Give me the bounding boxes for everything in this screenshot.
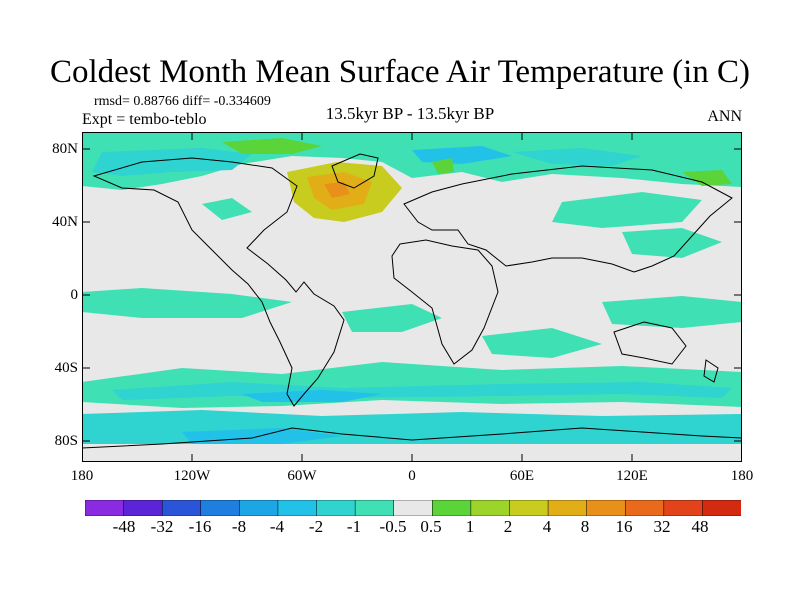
colorbar-label: -0.5 bbox=[379, 517, 407, 536]
colorbar-label: -48 bbox=[112, 517, 136, 536]
lon-tick-label: 180 bbox=[70, 468, 94, 484]
colorbar-swatch bbox=[200, 500, 240, 516]
axis-ticks bbox=[82, 132, 742, 462]
lon-tick-label: 60E bbox=[509, 468, 535, 484]
colorbar-label: 0.5 bbox=[420, 517, 442, 536]
season-label: ANN bbox=[707, 108, 742, 125]
colorbar-swatch bbox=[277, 500, 318, 516]
colorbar-label: -8 bbox=[231, 517, 247, 536]
colorbar-swatch bbox=[239, 500, 279, 516]
colorbar-swatch bbox=[161, 500, 202, 516]
colorbar-label: -32 bbox=[150, 517, 174, 536]
colorbar-label: -2 bbox=[308, 517, 324, 536]
lat-tick-label: 80S bbox=[54, 433, 78, 449]
lon-tick-label: 120W bbox=[173, 468, 211, 484]
colorbar-label: 32 bbox=[653, 517, 671, 536]
colorbar-swatch bbox=[586, 500, 626, 516]
lon-tick-label: 120E bbox=[616, 468, 648, 484]
chart-title: Coldest Month Mean Surface Air Temperatu… bbox=[50, 54, 750, 90]
colorbar-label: 48 bbox=[691, 517, 709, 536]
lat-tick-label: 40S bbox=[54, 360, 78, 376]
colorbar-swatch bbox=[509, 500, 549, 516]
lon-tick-label: 0 bbox=[408, 468, 416, 484]
period-label: 13.5kyr BP - 13.5kyr BP bbox=[325, 104, 495, 123]
colorbar-swatch bbox=[85, 500, 125, 516]
lat-tick-label: 40N bbox=[52, 214, 78, 230]
colorbar-label: 4 bbox=[542, 517, 552, 536]
colorbar-swatch bbox=[432, 500, 472, 516]
experiment-label: Expt = tembo-teblo bbox=[82, 111, 207, 128]
colorbar-label: -16 bbox=[188, 517, 212, 536]
colorbar-swatch bbox=[624, 500, 665, 516]
colorbar-label: 8 bbox=[580, 517, 590, 536]
colorbar-label: -4 bbox=[269, 517, 285, 536]
anomaly-map bbox=[82, 132, 742, 462]
colorbar-label: -1 bbox=[346, 517, 362, 536]
lon-tick-label: 180 bbox=[730, 468, 754, 484]
colorbar-swatch bbox=[123, 500, 163, 516]
colorbar-swatch bbox=[354, 500, 395, 516]
lat-tick-label: 0 bbox=[70, 287, 79, 303]
colorbar-label: 2 bbox=[503, 517, 513, 536]
colorbar-label: 1 bbox=[465, 517, 475, 536]
lon-tick-label: 60W bbox=[287, 468, 317, 484]
colorbar-swatch bbox=[702, 500, 741, 516]
stats-label: rmsd= 0.88766 diff= -0.334609 bbox=[94, 94, 271, 109]
colorbar bbox=[85, 500, 741, 516]
coastlines bbox=[82, 153, 742, 449]
colorbar-swatch bbox=[470, 500, 511, 516]
colorbar-swatch bbox=[663, 500, 703, 516]
colorbar-swatch bbox=[547, 500, 588, 516]
colorbar-swatch bbox=[316, 500, 356, 516]
colorbar-label: 16 bbox=[615, 517, 633, 536]
colorbar-swatch bbox=[393, 500, 433, 516]
anomaly-field bbox=[82, 132, 742, 444]
lat-tick-label: 80N bbox=[52, 141, 78, 157]
